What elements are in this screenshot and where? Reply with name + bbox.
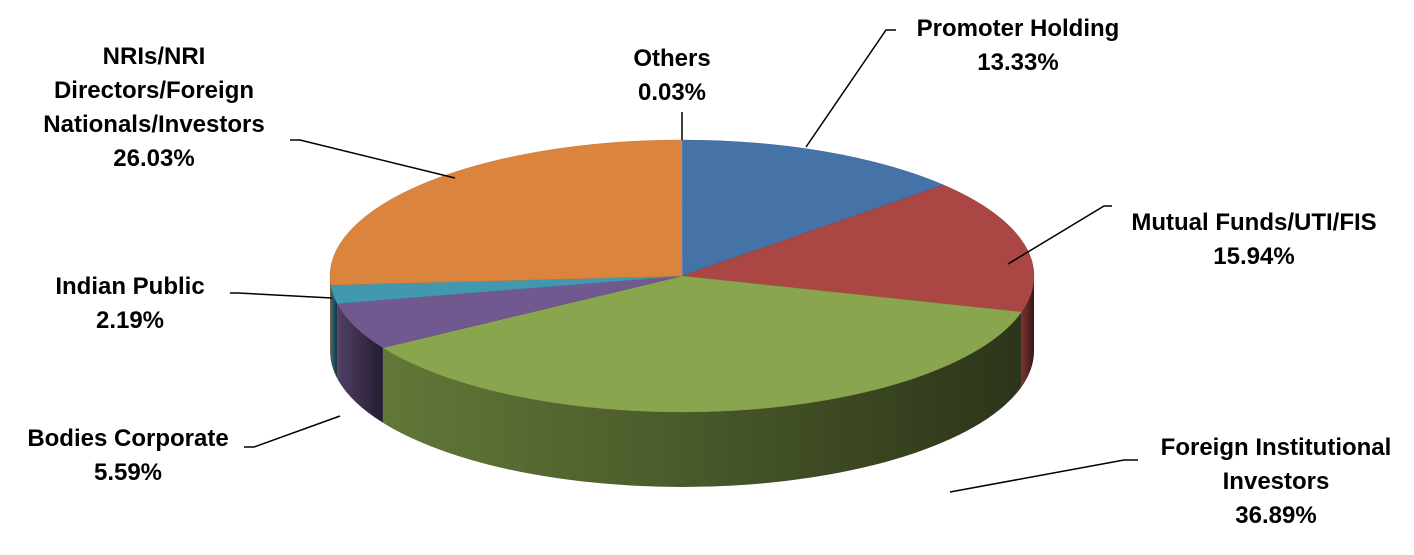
- slice-label-indian-public-0: Indian Public: [55, 273, 204, 300]
- slice-label-bodies-corporate-0: Bodies Corporate: [27, 425, 228, 452]
- slice-side-foreign-institutional-investors: [382, 312, 1022, 488]
- leader-line-bodies-corporate: [244, 415, 341, 448]
- leader-line-indian-public: [230, 292, 333, 299]
- slice-label-others-0: Others: [633, 45, 710, 72]
- slice-side-indian-public: [330, 285, 338, 379]
- slice-side-nris-nri-directors-foreign-nationals-investors: [330, 276, 331, 361]
- slice-side-mutual-funds-uti-fis: [1021, 276, 1034, 388]
- slice-value-indian-public: 2.19%: [96, 307, 164, 334]
- slice-value-foreign-institutional-investors: 36.89%: [1235, 502, 1316, 529]
- leader-line-foreign-institutional-investors: [949, 459, 1138, 493]
- slice-label-mutual-funds-uti-fis-0: Mutual Funds/UTI/FIS: [1131, 209, 1376, 236]
- slice-label-nris-nri-directors-foreign-nationals-investors-0: NRIs/NRI: [103, 43, 206, 70]
- leader-line-promoter-holding: [805, 29, 896, 148]
- leader-lines: [230, 29, 1138, 493]
- leader-line-nris-nri-directors-foreign-nationals-investors: [290, 139, 456, 179]
- slice-value-others: 0.03%: [638, 79, 706, 106]
- slice-mutual-funds-uti-fis: [681, 184, 1035, 313]
- slice-label-nris-nri-directors-foreign-nationals-investors-2: Nationals/Investors: [43, 111, 264, 138]
- pie-sides: [330, 276, 1034, 488]
- slice-value-mutual-funds-uti-fis: 15.94%: [1213, 243, 1294, 270]
- slice-value-bodies-corporate: 5.59%: [94, 459, 162, 486]
- slice-label-foreign-institutional-investors-0: Foreign Institutional: [1161, 434, 1392, 461]
- slice-nris-nri-directors-foreign-nationals-investors: [329, 139, 683, 286]
- pie-top-slices: [329, 139, 1035, 413]
- slice-promoter-holding: [681, 139, 945, 277]
- slice-side-bodies-corporate: [337, 303, 383, 423]
- slice-label-nris-nri-directors-foreign-nationals-investors-1: Directors/Foreign: [54, 77, 254, 104]
- slice-labels: Promoter Holding 13.33% Mutual Funds/UTI/F…: [27, 15, 1391, 529]
- slice-foreign-institutional-investors: [382, 275, 1022, 413]
- slice-value-nris-nri-directors-foreign-nationals-investors: 26.03%: [113, 145, 194, 172]
- slice-value-promoter-holding: 13.33%: [977, 49, 1058, 76]
- slice-label-foreign-institutional-investors-1: Investors: [1223, 468, 1330, 495]
- leader-line-mutual-funds-uti-fis: [1007, 205, 1112, 265]
- slice-label-promoter-holding-0: Promoter Holding: [917, 15, 1120, 42]
